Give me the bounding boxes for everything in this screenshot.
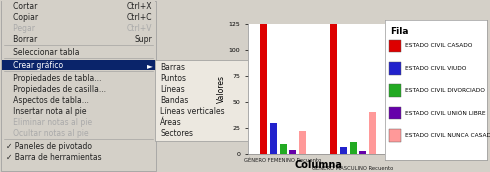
FancyBboxPatch shape	[2, 1, 155, 11]
FancyBboxPatch shape	[2, 141, 155, 151]
Bar	[349, 142, 357, 154]
Text: ESTADO CIVIL DIVORCIADO: ESTADO CIVIL DIVORCIADO	[405, 88, 485, 93]
Bar	[330, 24, 337, 154]
Text: Puntos: Puntos	[160, 74, 186, 83]
Bar	[299, 131, 306, 154]
FancyBboxPatch shape	[155, 60, 250, 141]
Text: Propiedades de tabla...: Propiedades de tabla...	[6, 74, 101, 83]
Text: Líneas verticales: Líneas verticales	[160, 107, 224, 116]
Text: GÉNERO MASCULINO Recuento: GÉNERO MASCULINO Recuento	[313, 166, 393, 171]
Text: GÉNERO FEMENINO Recuento: GÉNERO FEMENINO Recuento	[245, 157, 321, 163]
Text: Borrar: Borrar	[6, 35, 37, 44]
Text: Áreas: Áreas	[160, 118, 182, 127]
Text: Eliminar notas al pie: Eliminar notas al pie	[6, 118, 92, 127]
Text: Supr: Supr	[134, 35, 152, 44]
FancyBboxPatch shape	[2, 152, 155, 162]
FancyBboxPatch shape	[389, 62, 401, 75]
Text: ESTADO CIVIL CASADO: ESTADO CIVIL CASADO	[405, 43, 473, 48]
FancyBboxPatch shape	[389, 129, 401, 142]
Bar	[260, 19, 267, 154]
Text: ESTADO CIVIL VIUDO: ESTADO CIVIL VIUDO	[405, 66, 467, 71]
FancyBboxPatch shape	[2, 12, 155, 22]
Bar	[369, 112, 376, 154]
FancyBboxPatch shape	[389, 107, 401, 119]
Text: Pegar: Pegar	[6, 24, 35, 33]
Text: Ocultar notas al pie: Ocultar notas al pie	[6, 129, 89, 138]
Text: Copiar: Copiar	[6, 13, 38, 22]
Text: Ctrl+C: Ctrl+C	[126, 13, 152, 22]
Text: Sectores: Sectores	[160, 129, 193, 138]
FancyBboxPatch shape	[2, 34, 155, 44]
FancyBboxPatch shape	[389, 84, 401, 97]
FancyBboxPatch shape	[2, 47, 155, 57]
Text: Ctrl+V: Ctrl+V	[126, 24, 152, 33]
FancyBboxPatch shape	[2, 23, 155, 33]
Text: Aspectos de tabla...: Aspectos de tabla...	[6, 96, 89, 105]
Text: ✓ Barra de herramientas: ✓ Barra de herramientas	[6, 153, 101, 162]
Text: Bandas: Bandas	[160, 96, 188, 105]
FancyBboxPatch shape	[2, 60, 155, 70]
Text: Líneas: Líneas	[160, 85, 185, 94]
Bar	[270, 123, 277, 154]
Text: Columna: Columna	[294, 160, 342, 170]
Text: Ctrl+X: Ctrl+X	[126, 2, 152, 11]
Bar	[279, 144, 287, 154]
FancyBboxPatch shape	[2, 73, 155, 83]
FancyBboxPatch shape	[2, 106, 155, 116]
FancyBboxPatch shape	[2, 117, 155, 127]
Text: Fila: Fila	[390, 27, 409, 36]
Text: ESTADO CIVIL NUNCA CASADO: ESTADO CIVIL NUNCA CASADO	[405, 133, 490, 138]
FancyBboxPatch shape	[2, 128, 155, 138]
FancyBboxPatch shape	[1, 1, 156, 171]
Text: Barras: Barras	[160, 63, 185, 72]
Bar	[340, 147, 347, 154]
Text: ✓ Paneles de pivotado: ✓ Paneles de pivotado	[6, 142, 92, 151]
Text: ESTADO CIVIL UNIÓN LIBRE: ESTADO CIVIL UNIÓN LIBRE	[405, 111, 486, 116]
Text: Cortar: Cortar	[6, 2, 37, 11]
Bar	[359, 151, 367, 154]
Bar	[289, 150, 296, 154]
Text: Propiedades de casilla...: Propiedades de casilla...	[6, 85, 106, 94]
Text: Seleccionar tabla: Seleccionar tabla	[6, 48, 79, 57]
Y-axis label: Valores: Valores	[217, 75, 226, 103]
FancyBboxPatch shape	[389, 40, 401, 52]
FancyBboxPatch shape	[2, 84, 155, 94]
Text: ►: ►	[147, 61, 153, 70]
Text: Insertar nota al pie: Insertar nota al pie	[6, 107, 87, 116]
Text: Crear gráfico: Crear gráfico	[6, 61, 63, 70]
FancyBboxPatch shape	[2, 95, 155, 105]
